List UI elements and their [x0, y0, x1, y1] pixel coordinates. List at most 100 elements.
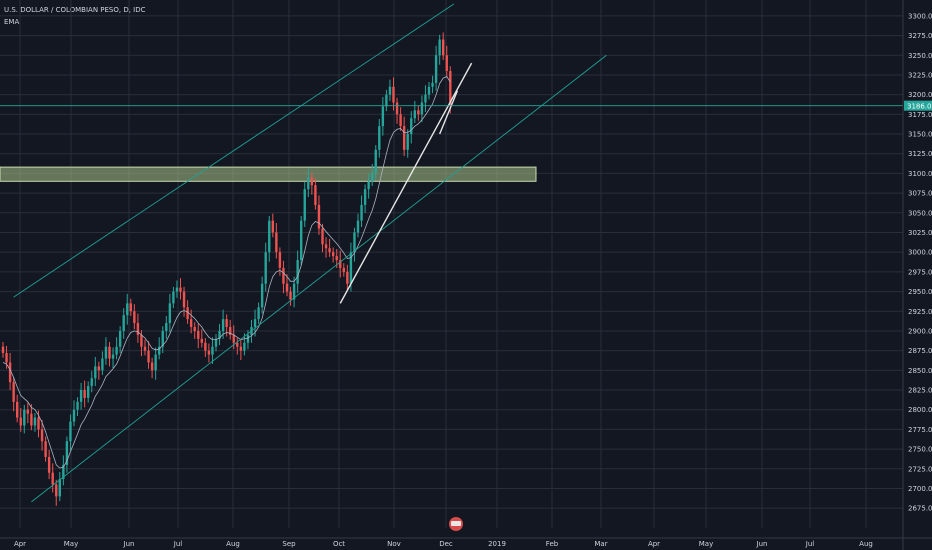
candle-body [129, 303, 132, 312]
y-tick-label: 2950.00 [908, 288, 932, 296]
candle-body [211, 346, 214, 355]
y-tick-label: 2900.00 [908, 327, 932, 335]
x-tick-label: Jul [173, 540, 183, 548]
candle-body [161, 330, 164, 347]
candle-body [158, 346, 161, 355]
candle-body [44, 441, 47, 457]
candle-body [143, 346, 147, 351]
ema-line [2, 75, 451, 469]
candle-body [115, 346, 118, 355]
candle-body [51, 472, 54, 485]
candle-body [122, 315, 125, 331]
candle-body [58, 479, 61, 497]
candle-body [104, 346, 108, 359]
candle-body [108, 346, 111, 359]
ema-layer [2, 75, 451, 469]
y-tick-label: 2825.00 [908, 387, 932, 395]
candle-body [30, 413, 33, 426]
x-tick-label: Nov [387, 540, 401, 548]
candle-body [278, 252, 282, 268]
y-tick-label: 3125.00 [908, 150, 932, 158]
candle-body [431, 82, 434, 87]
candle-body [218, 330, 221, 339]
candle-body [253, 319, 257, 328]
candle-body [417, 110, 420, 115]
candle-body [23, 409, 26, 426]
support-resistance-zone [0, 166, 537, 182]
candle-body [207, 350, 211, 355]
candle-body [331, 252, 335, 257]
event-marker-glyph [451, 521, 461, 526]
y-tick-label: 2925.00 [908, 308, 932, 316]
x-tick-label: 2019 [488, 540, 506, 548]
candle-body [175, 287, 179, 292]
candle-body [399, 114, 402, 127]
candles-layer [1, 32, 452, 506]
candle-body [136, 323, 140, 335]
candle-body [438, 39, 441, 56]
x-tick-label: Sep [282, 540, 296, 548]
channel-upper-line [13, 3, 455, 298]
candle-body [314, 185, 317, 205]
x-tick-label: Jun [756, 540, 768, 548]
y-tick-label: 3075.00 [908, 190, 932, 198]
y-tick-label: 2675.00 [908, 505, 932, 513]
y-tick-label: 3225.00 [908, 71, 932, 79]
candle-body [225, 319, 228, 328]
candle-body [360, 204, 363, 221]
x-tick-label: May [64, 540, 78, 548]
candle-body [424, 94, 427, 103]
candle-body [388, 86, 392, 95]
candle-body [1, 346, 5, 354]
candle-body [445, 55, 448, 72]
candle-body [367, 181, 370, 190]
candle-body [339, 260, 342, 268]
candle-body [303, 189, 306, 221]
drawing-layer [0, 3, 903, 503]
candle-body [310, 177, 314, 186]
x-tick-label: Oct [333, 540, 345, 548]
candle-body [47, 456, 51, 473]
candle-body [221, 319, 225, 331]
candle-body [5, 353, 8, 363]
candle-body [395, 102, 399, 115]
candle-body [26, 409, 30, 414]
candle-body [193, 327, 196, 331]
candle-body [186, 307, 189, 320]
candle-body [65, 441, 69, 465]
candle-body [239, 346, 243, 351]
candle-body [168, 303, 172, 324]
candle-body [268, 220, 271, 253]
candle-body [101, 358, 104, 371]
x-tick-label: Apr [648, 540, 660, 548]
candle-body [97, 366, 101, 371]
candle-body [371, 173, 374, 182]
x-tick-label: Dec [439, 540, 453, 548]
candle-body [229, 327, 232, 335]
candle-body [243, 342, 246, 351]
candle-body [236, 342, 239, 347]
candle-body [275, 232, 278, 253]
x-tick-label: Mar [594, 540, 607, 548]
candle-body [87, 386, 90, 398]
candle-body [406, 134, 409, 150]
candle-body [321, 228, 324, 245]
candle-body [182, 291, 186, 308]
candle-body [172, 291, 175, 304]
x-tick-label: Aug [859, 540, 873, 548]
candle-body [214, 338, 218, 347]
candle-body [16, 401, 19, 418]
candle-body [442, 39, 445, 56]
candle-body [300, 220, 303, 261]
candle-body [40, 429, 44, 442]
y-tick-label: 3100.00 [908, 170, 932, 178]
trendline-line [339, 62, 473, 304]
x-tick-label: Jul [805, 540, 815, 548]
candle-body [363, 189, 367, 205]
candle-body [289, 291, 292, 300]
candle-body [19, 417, 22, 426]
candle-body [260, 283, 264, 308]
candle-body [33, 417, 37, 426]
candle-body [356, 220, 360, 233]
